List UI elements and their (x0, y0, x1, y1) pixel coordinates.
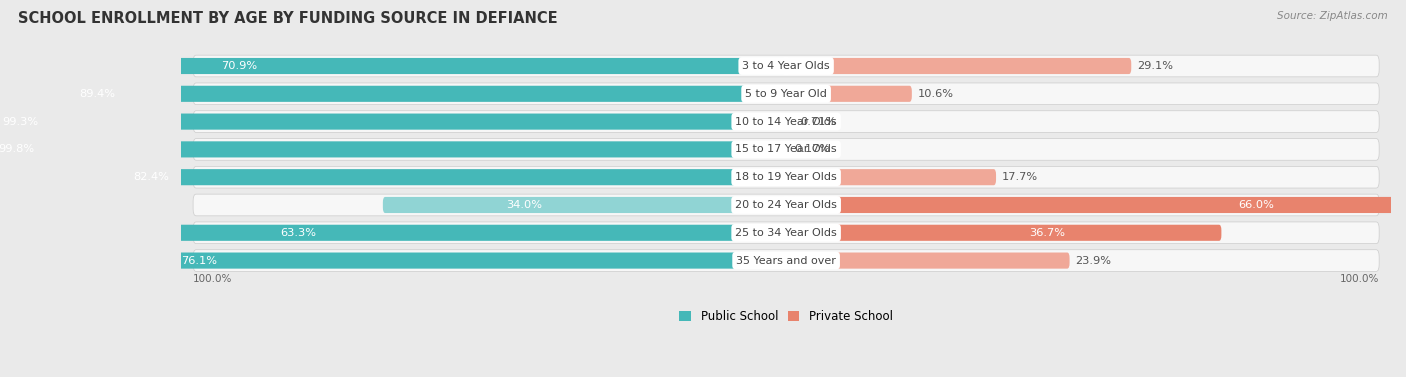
FancyBboxPatch shape (786, 253, 1070, 269)
Text: 35 Years and over: 35 Years and over (737, 256, 837, 265)
Text: 99.3%: 99.3% (3, 116, 38, 127)
Text: 76.1%: 76.1% (181, 256, 218, 265)
FancyBboxPatch shape (193, 194, 1379, 216)
FancyBboxPatch shape (786, 86, 912, 102)
Text: 25 to 34 Year Olds: 25 to 34 Year Olds (735, 228, 837, 238)
FancyBboxPatch shape (786, 113, 794, 130)
FancyBboxPatch shape (786, 58, 1132, 74)
FancyBboxPatch shape (0, 113, 786, 130)
FancyBboxPatch shape (193, 166, 1379, 188)
Text: 15 to 17 Year Olds: 15 to 17 Year Olds (735, 144, 837, 155)
Text: 10 to 14 Year Olds: 10 to 14 Year Olds (735, 116, 837, 127)
Text: 18 to 19 Year Olds: 18 to 19 Year Olds (735, 172, 837, 182)
FancyBboxPatch shape (193, 55, 1379, 77)
Text: 23.9%: 23.9% (1076, 256, 1112, 265)
Text: 3 to 4 Year Olds: 3 to 4 Year Olds (742, 61, 830, 71)
Text: 0.71%: 0.71% (800, 116, 837, 127)
Text: 5 to 9 Year Old: 5 to 9 Year Old (745, 89, 827, 99)
FancyBboxPatch shape (786, 225, 1222, 241)
FancyBboxPatch shape (193, 139, 1379, 160)
FancyBboxPatch shape (35, 225, 786, 241)
FancyBboxPatch shape (0, 58, 786, 74)
FancyBboxPatch shape (0, 169, 786, 185)
Text: 17.7%: 17.7% (1002, 172, 1038, 182)
FancyBboxPatch shape (0, 253, 786, 269)
Text: 63.3%: 63.3% (280, 228, 316, 238)
FancyBboxPatch shape (786, 169, 995, 185)
Text: SCHOOL ENROLLMENT BY AGE BY FUNDING SOURCE IN DEFIANCE: SCHOOL ENROLLMENT BY AGE BY FUNDING SOUR… (18, 11, 558, 26)
Text: 29.1%: 29.1% (1137, 61, 1173, 71)
Text: 99.8%: 99.8% (0, 144, 35, 155)
Text: 34.0%: 34.0% (506, 200, 541, 210)
Text: 66.0%: 66.0% (1237, 200, 1274, 210)
FancyBboxPatch shape (786, 197, 1406, 213)
Text: 0.17%: 0.17% (794, 144, 830, 155)
Text: 20 to 24 Year Olds: 20 to 24 Year Olds (735, 200, 837, 210)
FancyBboxPatch shape (786, 141, 789, 158)
Text: Source: ZipAtlas.com: Source: ZipAtlas.com (1277, 11, 1388, 21)
FancyBboxPatch shape (0, 86, 786, 102)
Text: 36.7%: 36.7% (1029, 228, 1066, 238)
FancyBboxPatch shape (193, 83, 1379, 105)
Text: 82.4%: 82.4% (134, 172, 169, 182)
Legend: Public School, Private School: Public School, Private School (675, 305, 897, 328)
FancyBboxPatch shape (193, 250, 1379, 271)
Text: 10.6%: 10.6% (918, 89, 953, 99)
Text: 100.0%: 100.0% (1340, 274, 1379, 284)
FancyBboxPatch shape (0, 141, 786, 158)
FancyBboxPatch shape (193, 222, 1379, 244)
Text: 70.9%: 70.9% (222, 61, 257, 71)
FancyBboxPatch shape (382, 197, 786, 213)
Text: 89.4%: 89.4% (79, 89, 115, 99)
Text: 100.0%: 100.0% (193, 274, 232, 284)
FancyBboxPatch shape (193, 111, 1379, 132)
